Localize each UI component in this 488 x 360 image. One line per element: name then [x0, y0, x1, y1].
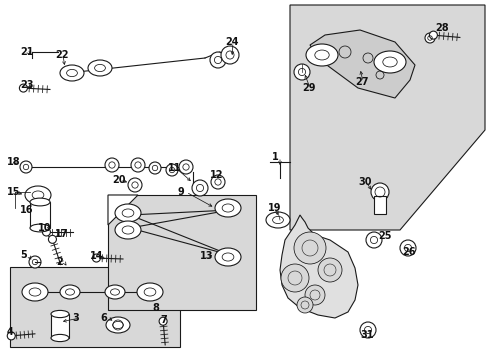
Bar [373, 196, 385, 214]
Text: 2: 2 [56, 257, 62, 267]
Circle shape [221, 46, 239, 64]
Text: 11: 11 [168, 163, 181, 173]
Ellipse shape [373, 51, 405, 73]
Circle shape [48, 235, 56, 243]
Ellipse shape [30, 198, 50, 206]
Ellipse shape [137, 283, 163, 301]
Text: 5: 5 [20, 250, 27, 260]
Ellipse shape [22, 283, 48, 301]
Ellipse shape [105, 285, 125, 299]
Text: 1: 1 [271, 152, 278, 162]
Circle shape [159, 317, 167, 325]
Ellipse shape [215, 199, 241, 217]
Ellipse shape [106, 317, 130, 333]
Text: 6: 6 [100, 313, 106, 323]
Polygon shape [309, 30, 414, 98]
Text: 19: 19 [267, 203, 281, 213]
Text: 10: 10 [38, 223, 51, 233]
Text: 26: 26 [401, 247, 415, 257]
Circle shape [365, 232, 381, 248]
Ellipse shape [30, 224, 50, 232]
Ellipse shape [305, 44, 337, 66]
Circle shape [20, 161, 32, 173]
Circle shape [209, 52, 225, 68]
Text: 25: 25 [377, 231, 391, 241]
Text: 4: 4 [7, 327, 14, 337]
Text: 31: 31 [359, 330, 373, 340]
Ellipse shape [51, 334, 69, 342]
Text: 14: 14 [90, 251, 103, 261]
Circle shape [428, 31, 436, 39]
Circle shape [149, 162, 161, 174]
Circle shape [29, 256, 41, 268]
Ellipse shape [60, 285, 80, 299]
Ellipse shape [88, 60, 112, 76]
Polygon shape [289, 5, 484, 230]
Text: 20: 20 [112, 175, 125, 185]
Text: 7: 7 [160, 315, 166, 325]
Circle shape [131, 158, 145, 172]
Circle shape [92, 254, 100, 262]
Text: 24: 24 [224, 37, 238, 47]
Text: 18: 18 [7, 157, 20, 167]
Ellipse shape [51, 310, 69, 318]
Circle shape [317, 258, 341, 282]
Ellipse shape [60, 65, 84, 81]
Text: 3: 3 [72, 313, 79, 323]
Text: 16: 16 [20, 205, 34, 215]
Text: 21: 21 [20, 47, 34, 57]
Circle shape [293, 64, 309, 80]
Circle shape [165, 164, 178, 176]
Ellipse shape [215, 248, 241, 266]
Text: 28: 28 [434, 23, 447, 33]
Ellipse shape [115, 204, 141, 222]
Text: 12: 12 [209, 170, 223, 180]
Circle shape [105, 158, 119, 172]
Circle shape [192, 180, 207, 196]
Bar [10, 267, 180, 347]
Text: 15: 15 [7, 187, 20, 197]
Ellipse shape [265, 212, 289, 228]
Text: 30: 30 [357, 177, 371, 187]
Circle shape [296, 297, 312, 313]
Bar [108, 195, 256, 310]
Circle shape [7, 332, 15, 340]
Circle shape [293, 232, 325, 264]
Text: 8: 8 [152, 303, 159, 313]
Ellipse shape [115, 221, 141, 239]
Bar [30, 202, 50, 228]
Circle shape [281, 264, 308, 292]
Text: 27: 27 [354, 77, 368, 87]
Text: 29: 29 [302, 83, 315, 93]
Bar [51, 314, 69, 338]
Text: 13: 13 [200, 251, 213, 261]
Circle shape [399, 240, 415, 256]
Circle shape [370, 183, 388, 201]
Circle shape [128, 178, 142, 192]
Text: 17: 17 [55, 229, 68, 239]
Circle shape [359, 322, 375, 338]
Polygon shape [280, 215, 357, 318]
Circle shape [305, 285, 325, 305]
Circle shape [20, 84, 27, 92]
Polygon shape [108, 195, 138, 225]
Circle shape [210, 175, 224, 189]
Ellipse shape [25, 186, 51, 204]
Circle shape [42, 228, 50, 236]
Text: 9: 9 [178, 187, 184, 197]
Text: 22: 22 [55, 50, 68, 60]
Text: 23: 23 [20, 80, 34, 90]
Circle shape [179, 160, 193, 174]
Circle shape [424, 33, 434, 43]
